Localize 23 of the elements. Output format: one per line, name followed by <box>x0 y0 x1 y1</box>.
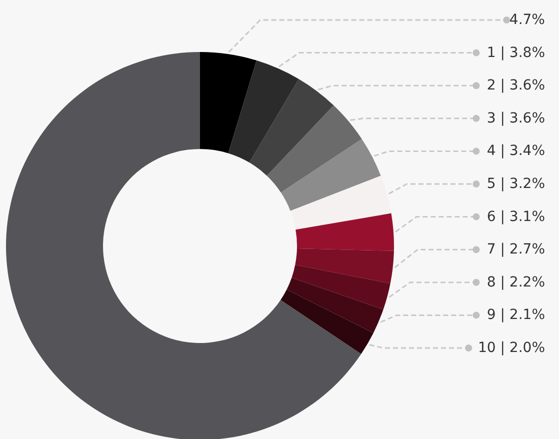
slice-label: 5 | 3.2% <box>486 176 545 192</box>
slice-label: 3 | 3.6% <box>486 110 545 126</box>
slice-label: 6 | 3.1% <box>486 208 545 225</box>
slice-label: 4 | 3.4% <box>486 143 545 160</box>
slice-label: 9 | 2.1% <box>486 307 545 324</box>
donut-slice <box>228 60 299 163</box>
slice-label: 7 | 2.7% <box>486 242 545 258</box>
donut-slice <box>295 248 394 284</box>
donut-slice <box>290 176 392 230</box>
donut-slice <box>200 52 256 154</box>
slice-label: 10 | 2.0% <box>478 340 545 356</box>
donut-slice <box>292 264 390 310</box>
donut-slice <box>280 289 374 354</box>
donut-slice <box>280 138 381 211</box>
slice-label: 2 | 3.6% <box>486 78 545 94</box>
donut-slice <box>286 278 384 333</box>
data-label: 4.7% <box>509 12 545 28</box>
slice-label: 1 | 3.8% <box>486 44 545 61</box>
donut-slice <box>266 105 362 192</box>
donut-slice <box>296 213 394 251</box>
donut-slice <box>249 79 334 176</box>
donut-slice <box>6 52 362 439</box>
slice-label: 8 | 2.2% <box>486 274 545 290</box>
